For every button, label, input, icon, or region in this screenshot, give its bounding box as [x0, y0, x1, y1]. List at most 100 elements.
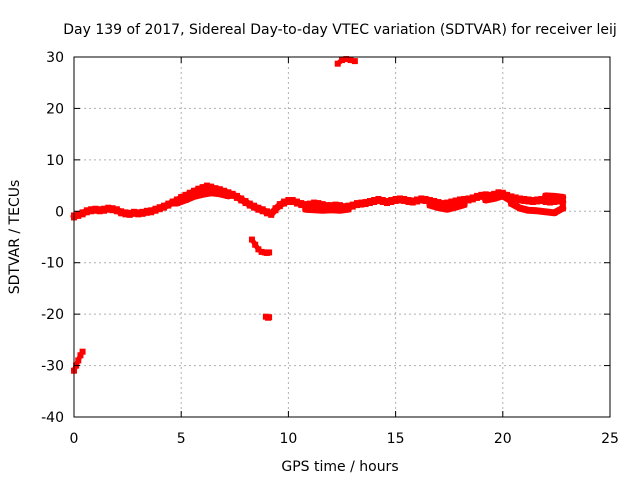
data-point [88, 206, 95, 215]
data-point [212, 185, 219, 194]
data-point [559, 205, 566, 212]
data-point [482, 196, 489, 203]
data-point [182, 191, 189, 200]
outlier-point [77, 352, 84, 359]
data-point [388, 197, 395, 205]
outlier-point [252, 241, 259, 248]
data-point [435, 204, 442, 211]
data-point [79, 209, 86, 218]
data-point [281, 198, 288, 207]
data-point [242, 198, 249, 207]
branch-track-line [482, 192, 515, 205]
data-point [315, 200, 322, 209]
data-point [384, 198, 391, 207]
data-point [559, 198, 566, 207]
outlier-point [258, 248, 265, 255]
data-point [122, 209, 129, 218]
data-point [263, 208, 270, 217]
data-point [173, 200, 180, 207]
data-point [538, 195, 545, 204]
data-point [426, 202, 433, 209]
data-point [336, 207, 343, 214]
data-point [495, 189, 502, 198]
outlier-point [347, 57, 354, 64]
data-point [375, 195, 382, 204]
data-point [113, 206, 120, 215]
data-point [482, 191, 489, 200]
data-point [199, 191, 206, 198]
outlier-point [339, 57, 345, 64]
data-point [551, 209, 558, 216]
data-point [362, 199, 369, 208]
data-point [358, 199, 365, 208]
data-point [191, 193, 198, 200]
outlier-point [255, 246, 262, 253]
data-point [199, 184, 206, 193]
data-point [499, 192, 506, 199]
data-point [444, 206, 451, 213]
data-point [555, 196, 562, 205]
data-point [246, 200, 253, 209]
axis-ticks: 0 5 10 15 20 25 -40 -30 -20 -10 0 10 20 30 [41, 50, 619, 447]
data-point [233, 192, 240, 201]
data-point [431, 198, 438, 207]
data-point [401, 195, 408, 204]
data-point [525, 196, 532, 205]
data-point [439, 200, 446, 209]
data-point [396, 195, 403, 204]
x-tick-label: 20 [494, 431, 512, 447]
data-point [435, 199, 442, 208]
data-point [83, 207, 90, 216]
data-point [289, 197, 296, 205]
data-point [444, 199, 451, 208]
data-point [559, 194, 566, 201]
outlier-point [75, 357, 82, 364]
data-point [139, 208, 146, 217]
data-point [195, 185, 202, 194]
data-point [285, 197, 292, 205]
data-point [542, 197, 549, 205]
data-point [251, 202, 258, 211]
data-point [542, 208, 549, 215]
data-point [255, 204, 262, 213]
data-point [371, 197, 378, 205]
data-point [311, 206, 318, 213]
data-point [165, 200, 172, 209]
x-tick-label: 10 [279, 431, 297, 447]
y-tick-label: 30 [46, 50, 64, 66]
data-point [268, 209, 275, 218]
data-point [306, 200, 313, 209]
data-point [96, 206, 103, 215]
data-point [105, 204, 112, 213]
data-point [152, 205, 159, 214]
data-point [311, 199, 318, 208]
data-point [542, 192, 549, 199]
data-point [259, 206, 266, 215]
data-point [328, 202, 335, 211]
outlier-point [334, 60, 341, 67]
data-point [92, 205, 99, 214]
data-point [456, 196, 463, 205]
data-point [332, 201, 339, 210]
data-point [354, 200, 361, 209]
data-point [405, 197, 412, 205]
data-point [276, 201, 283, 210]
data-point [529, 197, 536, 205]
data-point [109, 205, 116, 214]
data-point [131, 208, 138, 217]
data-point [182, 196, 189, 203]
data-point [135, 209, 142, 218]
outlier-point [248, 236, 255, 243]
data-point [293, 198, 300, 207]
data-point [516, 195, 523, 204]
data-point [426, 197, 433, 205]
y-tick-label: -20 [41, 307, 64, 323]
outlier-point [351, 58, 358, 65]
data-point [521, 195, 528, 204]
data-point [336, 202, 343, 211]
data-point [461, 201, 468, 208]
data-point [323, 202, 330, 211]
data-point [229, 190, 236, 199]
y-tick-label: 0 [55, 204, 64, 220]
